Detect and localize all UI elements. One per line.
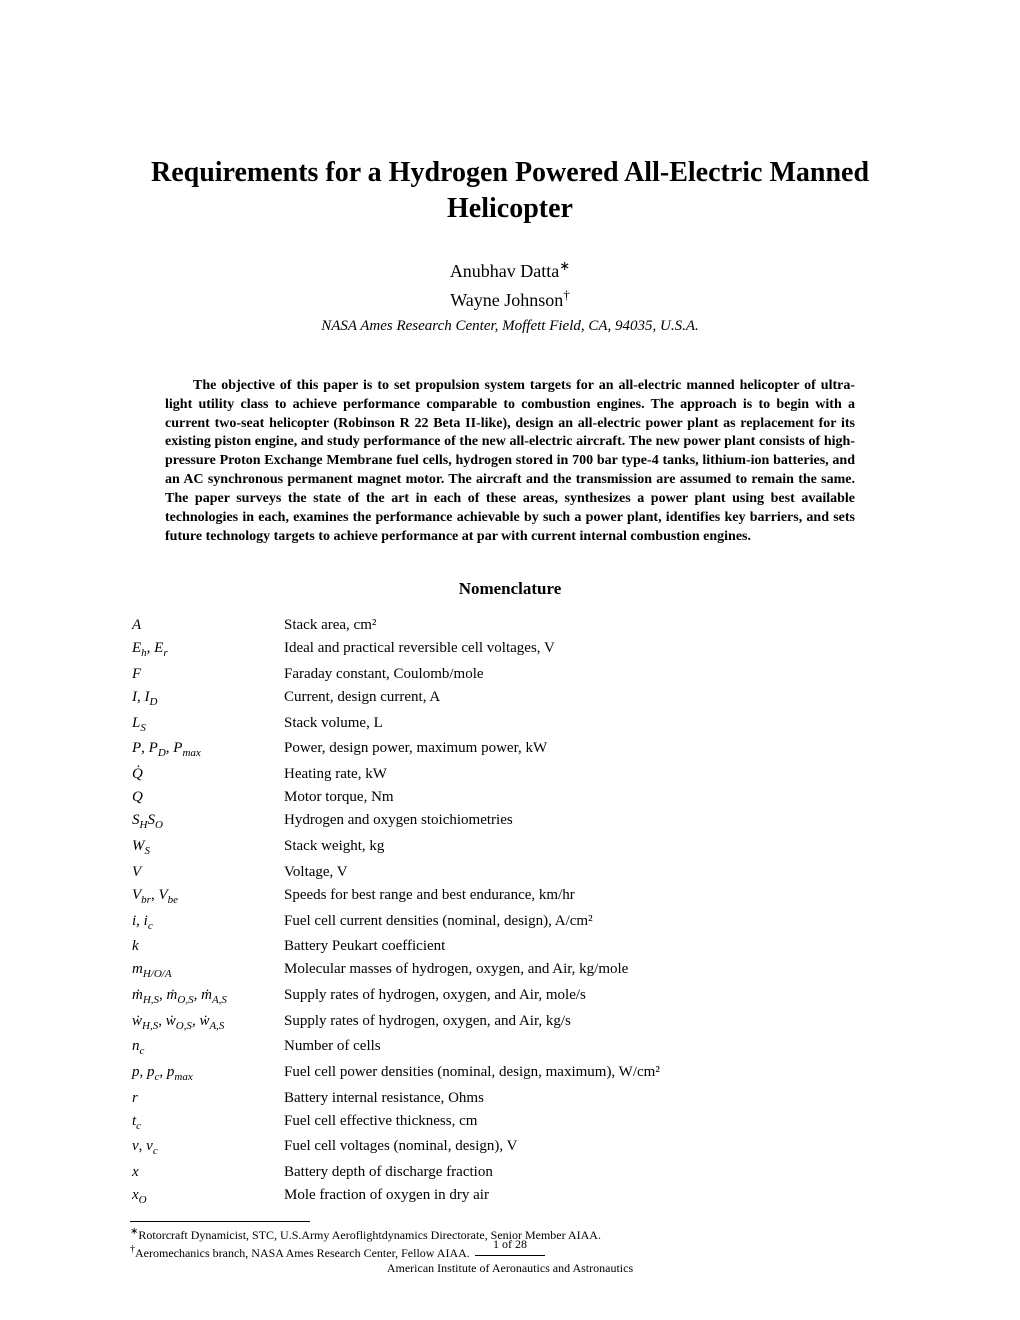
nomenclature-row: rBattery internal resistance, Ohms — [132, 1088, 888, 1109]
nomenclature-row: v, vcFuel cell voltages (nominal, design… — [132, 1136, 888, 1160]
nomenclature-row: ncNumber of cells — [132, 1036, 888, 1060]
author-2: Wayne Johnson† — [130, 285, 890, 314]
nomenclature-row: FFaraday constant, Coulomb/mole — [132, 664, 888, 685]
nomenclature-row: Vbr, VbeSpeeds for best range and best e… — [132, 885, 888, 909]
nomenclature-row: Eh, ErIdeal and practical reversible cel… — [132, 638, 888, 662]
footnote-separator — [130, 1221, 310, 1222]
nomenclature-row: tcFuel cell effective thickness, cm — [132, 1111, 888, 1135]
author-1-symbol: ∗ — [559, 258, 570, 273]
nomenclature-row: mH/O/AMolecular masses of hydrogen, oxyg… — [132, 959, 888, 983]
page-number: 1 of 28 — [0, 1237, 1020, 1252]
abstract: The objective of this paper is to set pr… — [165, 377, 855, 547]
nomenclature-row: i, icFuel cell current densities (nomina… — [132, 911, 888, 935]
nomenclature-row: ẇH,S, ẇO,S, ẇA,SSupply rates of hydrogen… — [132, 1011, 888, 1035]
page-footer: 1 of 28 American Institute of Aeronautic… — [0, 1237, 1020, 1276]
nomenclature-row: xOMole fraction of oxygen in dry air — [132, 1185, 888, 1209]
author-2-name: Wayne Johnson — [450, 290, 563, 310]
nomenclature-row: I, IDCurrent, design current, A — [132, 687, 888, 711]
nomenclature-heading: Nomenclature — [130, 579, 890, 599]
nomenclature-row: xBattery depth of discharge fraction — [132, 1162, 888, 1183]
publisher: American Institute of Aeronautics and As… — [0, 1261, 1020, 1276]
nomenclature-row: Q̇Heating rate, kW — [132, 764, 888, 785]
author-2-symbol: † — [563, 287, 570, 302]
nomenclature-row: QMotor torque, Nm — [132, 787, 888, 808]
nomenclature-row: AStack area, cm² — [132, 615, 888, 636]
author-1: Anubhav Datta∗ — [130, 256, 890, 285]
nomenclature-row: WSStack weight, kg — [132, 836, 888, 860]
nomenclature-row: kBattery Peukart coefficient — [132, 936, 888, 957]
author-1-name: Anubhav Datta — [450, 261, 559, 281]
nomenclature-row: p, pc, pmaxFuel cell power densities (no… — [132, 1062, 888, 1086]
footer-separator — [475, 1255, 545, 1256]
nomenclature-row: SHSOHydrogen and oxygen stoichiometries — [132, 810, 888, 834]
nomenclature-row: ṁH,S, ṁO,S, ṁA,SSupply rates of hydrogen… — [132, 985, 888, 1009]
nomenclature-row: P, PD, PmaxPower, design power, maximum … — [132, 738, 888, 762]
nomenclature-table: AStack area, cm² Eh, ErIdeal and practic… — [130, 613, 890, 1211]
affiliation: NASA Ames Research Center, Moffett Field… — [130, 318, 890, 335]
paper-title: Requirements for a Hydrogen Powered All-… — [130, 155, 890, 228]
nomenclature-row: LSStack volume, L — [132, 713, 888, 737]
nomenclature-row: VVoltage, V — [132, 862, 888, 883]
